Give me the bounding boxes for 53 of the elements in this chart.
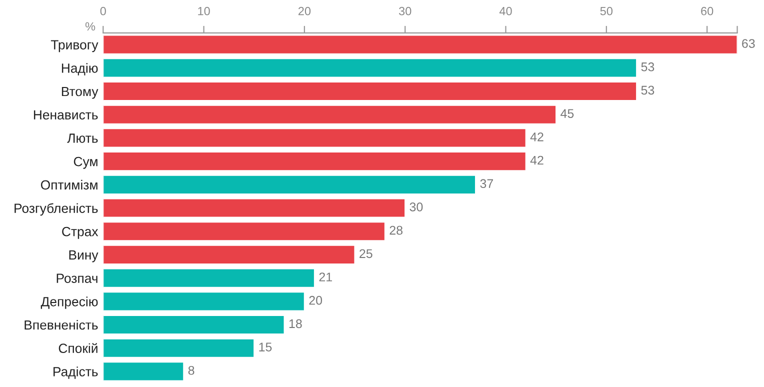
y-tick-label: Розпач bbox=[56, 274, 98, 283]
x-tick-label: 30 bbox=[398, 6, 412, 16]
bar bbox=[103, 128, 526, 148]
data-label: 53 bbox=[641, 62, 654, 72]
bar bbox=[103, 34, 738, 54]
y-tick-label: Надію bbox=[62, 63, 98, 76]
x-tick-label: 20 bbox=[298, 6, 311, 16]
data-label: 42 bbox=[530, 156, 544, 165]
bar bbox=[103, 198, 406, 218]
data-label: 18 bbox=[289, 319, 302, 328]
bar bbox=[103, 221, 386, 242]
data-label: 63 bbox=[742, 39, 755, 48]
data-label: 21 bbox=[319, 272, 332, 282]
bar bbox=[103, 151, 526, 172]
y-tick-label: Депресію bbox=[40, 296, 98, 309]
bar bbox=[103, 174, 476, 195]
bar bbox=[103, 268, 316, 288]
y-tick-label: Спокій bbox=[58, 343, 98, 354]
data-label: 53 bbox=[641, 86, 654, 95]
bar bbox=[103, 81, 638, 102]
data-label: 25 bbox=[360, 249, 372, 258]
x-axis-title: % bbox=[85, 22, 96, 31]
data-label: 15 bbox=[259, 342, 272, 352]
bar bbox=[103, 58, 638, 78]
x-tick-label: 60 bbox=[701, 6, 714, 16]
data-label: 8 bbox=[188, 366, 194, 375]
x-tick-label: 50 bbox=[600, 6, 613, 16]
x-tick-label: 10 bbox=[198, 6, 210, 16]
y-tick-label: Ненависть bbox=[34, 110, 98, 120]
data-label: 37 bbox=[480, 179, 493, 188]
bar bbox=[103, 314, 285, 335]
y-tick-label: Втому bbox=[62, 86, 98, 99]
y-tick-label: Страх bbox=[62, 226, 98, 239]
y-tick-label: Оптимізм bbox=[40, 180, 98, 190]
y-tick-label: Лють bbox=[67, 134, 98, 143]
x-tick-label: 40 bbox=[499, 6, 512, 16]
data-label: 42 bbox=[530, 132, 544, 142]
y-tick-label: Сум bbox=[74, 156, 98, 169]
y-tick-label: Радість bbox=[54, 366, 98, 379]
bar bbox=[103, 104, 557, 125]
y-tick-label: Вину bbox=[69, 250, 98, 262]
y-tick-label: Тривогу bbox=[50, 40, 98, 52]
data-label: 30 bbox=[410, 202, 423, 212]
data-label: 45 bbox=[560, 109, 574, 118]
x-tick-label: 0 bbox=[100, 6, 106, 16]
y-tick-label: Розгубленість bbox=[14, 203, 98, 216]
y-tick-label: Впевненість bbox=[24, 320, 98, 330]
data-label: 28 bbox=[390, 226, 402, 235]
bar bbox=[103, 292, 306, 312]
bar bbox=[103, 362, 184, 382]
bar bbox=[103, 338, 255, 358]
bar bbox=[103, 244, 356, 265]
data-label: 20 bbox=[309, 296, 322, 305]
